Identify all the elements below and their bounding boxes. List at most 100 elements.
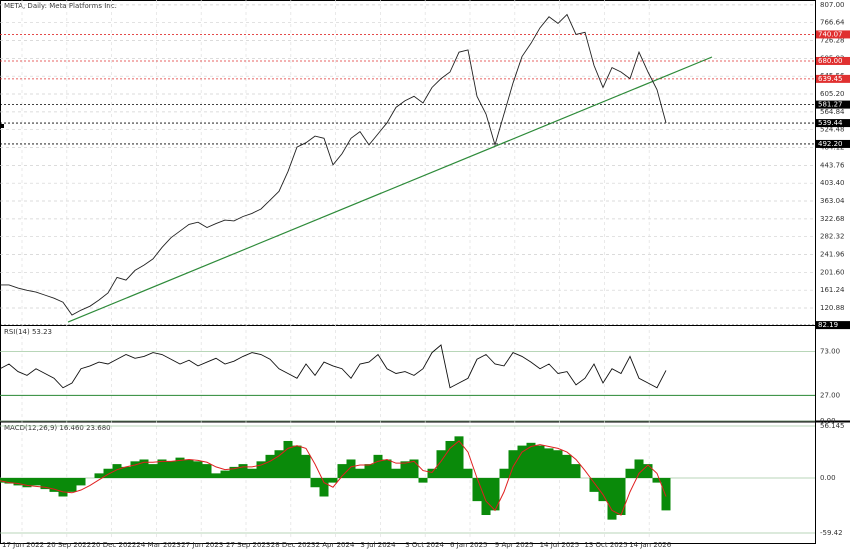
histogram-bar [346, 459, 356, 478]
x-tick-label: 14 Jul 2025 [540, 541, 580, 549]
level-label: 639.45 [818, 75, 843, 83]
histogram-bar [589, 477, 599, 492]
histogram-bar [13, 477, 23, 486]
histogram-bar [274, 450, 284, 478]
histogram-bar [22, 477, 32, 488]
histogram-bar [4, 477, 14, 484]
histogram-bar [625, 468, 635, 478]
y-tick-label: 73.00 [820, 348, 840, 356]
histogram-bar [508, 450, 518, 478]
histogram-bar [355, 468, 365, 478]
histogram-bar [328, 477, 338, 483]
x-tick-label: 14 Jan 2026 [629, 541, 672, 549]
histogram-bar [265, 454, 275, 478]
panel-title: META, Daily: Meta Platforms Inc. [4, 2, 117, 10]
histogram-bar [445, 440, 455, 478]
histogram-bar [67, 477, 77, 492]
histogram-bar [166, 461, 176, 478]
histogram-bar [364, 464, 374, 478]
x-tick-label: 3 Oct 2024 [405, 541, 444, 549]
y-tick-label: 241.96 [820, 251, 845, 259]
histogram-bar [49, 477, 59, 492]
x-tick-label: 20 Dec 2022 [92, 541, 137, 549]
y-tick-label: 0.00 [820, 417, 836, 425]
y-tick-label: 807.00 [820, 1, 845, 9]
x-tick-label: 27 Jun 2023 [181, 541, 223, 549]
histogram-bar [76, 477, 86, 486]
histogram-bar [148, 464, 158, 478]
histogram-bar [472, 477, 482, 502]
histogram-bar [184, 459, 194, 478]
histogram-bar [301, 454, 311, 478]
x-tick-label: 13 Oct 2025 [584, 541, 627, 549]
histogram-bar [373, 454, 383, 478]
signal-line [0, 440, 667, 516]
histogram-bar [319, 477, 329, 497]
y-tick-label: 524.48 [820, 126, 845, 134]
y-tick-label: 766.64 [820, 19, 845, 27]
y-tick-label: 282.32 [820, 233, 845, 241]
histogram-bar [418, 477, 428, 483]
histogram-bar [643, 464, 653, 478]
histogram-bar [256, 461, 266, 478]
level-label: 740.07 [818, 30, 843, 38]
histogram-bar [661, 477, 671, 511]
level-box [816, 30, 850, 39]
histogram-bar [391, 468, 401, 478]
price-line [0, 344, 667, 389]
histogram-bar [571, 464, 581, 478]
level-box [816, 321, 850, 330]
level-label: 539.44 [818, 119, 843, 127]
y-tick-label: 56.145 [820, 422, 845, 430]
histogram-bar [652, 477, 662, 483]
level-box [816, 139, 850, 148]
histogram-bar [616, 477, 626, 516]
histogram-bar [490, 477, 500, 511]
level-label: 82.19 [818, 321, 838, 329]
histogram-bar [562, 454, 572, 478]
level-box [816, 119, 850, 128]
y-tick-label: 161.24 [820, 286, 845, 294]
level-label: 581.27 [818, 101, 843, 109]
y-tick-label: 726.28 [820, 37, 845, 45]
histogram-bar [130, 461, 140, 478]
histogram-bar [481, 477, 491, 516]
x-tick-label: 9 Apr 2025 [495, 541, 534, 549]
histogram-bar [193, 461, 203, 478]
x-tick-label: 28 Dec 2023 [271, 541, 316, 549]
trendline [67, 56, 713, 323]
histogram-bar [400, 461, 410, 478]
price-marker [0, 124, 4, 128]
histogram-bar [526, 442, 536, 478]
histogram-bar [112, 464, 122, 478]
histogram-bar [607, 477, 617, 520]
histogram-bar [598, 477, 608, 502]
y-tick-label: 201.60 [820, 268, 845, 276]
histogram-bar [247, 468, 257, 478]
histogram-bar [94, 473, 104, 478]
histogram-bar [139, 459, 149, 478]
histogram-bar [121, 466, 131, 478]
histogram-bar [382, 459, 392, 478]
histogram-bar [409, 459, 419, 478]
histogram-bar [211, 473, 221, 478]
histogram-bar [283, 440, 293, 478]
histogram-bar [499, 468, 509, 478]
x-tick-label: 24 Mar 2023 [136, 541, 180, 549]
x-tick-label: 2 Apr 2024 [316, 541, 355, 549]
histogram-bar [292, 445, 302, 478]
histogram-bar [553, 450, 563, 478]
panel-title: MACD(12,26,9) 16.460 23.680 [4, 424, 111, 432]
y-tick-label: 443.76 [820, 161, 845, 169]
histogram-bar [175, 457, 185, 478]
histogram-bar [634, 459, 644, 478]
panel-title: RSI(14) 53.23 [4, 328, 52, 336]
histogram-bar [40, 477, 50, 490]
y-tick-label: 322.68 [820, 215, 845, 223]
histogram-bar [463, 468, 473, 478]
level-box [816, 56, 850, 65]
histogram-bar [337, 464, 347, 478]
histogram-bar [220, 470, 230, 478]
histogram-bar [427, 468, 437, 478]
